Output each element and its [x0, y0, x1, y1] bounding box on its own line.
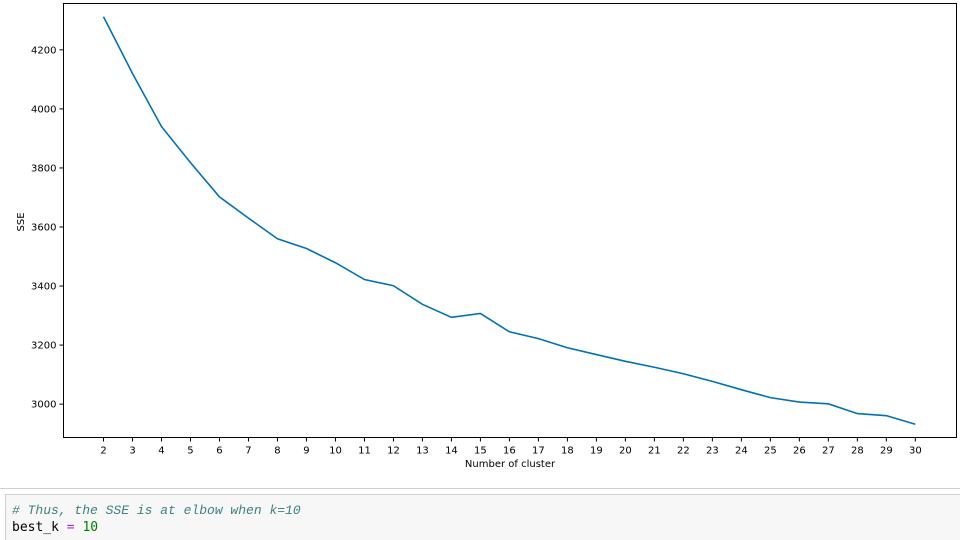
x-tick-label: 22 — [677, 446, 690, 457]
code-number: 10 — [82, 520, 99, 535]
x-tick-label: 30 — [909, 446, 922, 457]
x-tick-label: 3 — [129, 446, 135, 457]
x-tick-label: 2 — [100, 446, 106, 457]
x-axis-ticks: 2 3 4 5 6 7 8 9 10 11 12 13 14 15 16 17 18 19 20 21 22 23 24 25… — [100, 437, 922, 457]
code-operator: = — [66, 520, 75, 535]
x-tick-label: 20 — [619, 446, 632, 457]
x-tick-label: 5 — [187, 446, 193, 457]
y-axis-label: SSE — [16, 212, 27, 231]
y-tick-label: 4200 — [31, 45, 56, 56]
x-tick-label: 18 — [561, 446, 574, 457]
x-tick-label: 13 — [416, 446, 429, 457]
x-tick-label: 7 — [245, 446, 251, 457]
x-tick-label: 19 — [590, 446, 603, 457]
x-tick-label: 4 — [158, 446, 164, 457]
x-tick-label: 24 — [735, 446, 748, 457]
code-line-comment: # Thus, the SSE is at elbow when k=10 — [12, 502, 960, 519]
x-tick-label: 9 — [303, 446, 309, 457]
y-tick-label: 3400 — [31, 282, 56, 293]
cell-divider — [0, 488, 960, 489]
x-tick-label: 11 — [358, 446, 371, 457]
y-tick-label: 4000 — [31, 104, 56, 115]
x-tick-label: 26 — [793, 446, 806, 457]
x-tick-label: 29 — [880, 446, 893, 457]
plot-area-frame — [63, 3, 957, 438]
code-variable: best_k — [12, 520, 59, 535]
x-tick-label: 27 — [822, 446, 835, 457]
x-tick-label: 8 — [274, 446, 280, 457]
code-comment: # Thus, the SSE is at elbow when k=10 — [12, 503, 301, 518]
y-tick-label: 3000 — [31, 400, 56, 411]
x-tick-label: 23 — [706, 446, 719, 457]
y-tick-label: 3800 — [31, 163, 56, 174]
x-tick-label: 17 — [532, 446, 545, 457]
x-tick-label: 28 — [851, 446, 864, 457]
y-axis-ticks: 3000 3200 3400 3600 3800 4000 4200 — [31, 45, 64, 411]
x-tick-label: 21 — [648, 446, 661, 457]
x-tick-label: 15 — [474, 446, 487, 457]
x-tick-label: 10 — [329, 446, 342, 457]
x-tick-label: 14 — [445, 446, 458, 457]
x-tick-label: 12 — [387, 446, 400, 457]
y-tick-label: 3200 — [31, 341, 56, 352]
code-line-assignment: best_k = 10 — [12, 519, 960, 536]
y-tick-label: 3600 — [31, 222, 56, 233]
code-cell[interactable]: # Thus, the SSE is at elbow when k=10 be… — [5, 494, 960, 540]
x-tick-label: 25 — [764, 446, 777, 457]
sse-series-line — [102, 16, 916, 425]
x-axis-label: Number of cluster — [465, 459, 556, 470]
x-tick-label: 16 — [503, 446, 516, 457]
x-tick-label: 6 — [216, 446, 222, 457]
